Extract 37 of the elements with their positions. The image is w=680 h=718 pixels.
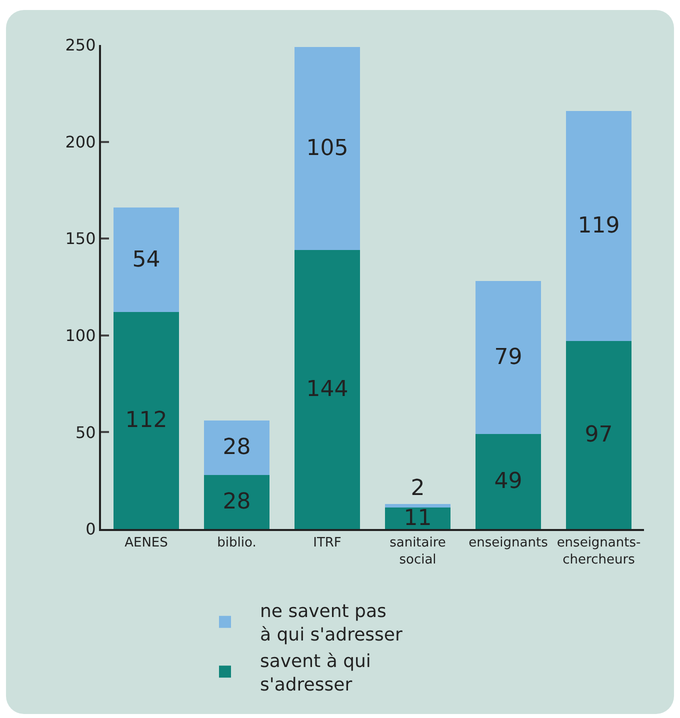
y-tick-label: 250 <box>65 36 96 55</box>
x-tick-label: enseignants <box>468 536 548 551</box>
data-label: 144 <box>306 377 348 402</box>
x-tick-label: biblio. <box>217 536 256 551</box>
data-label: 49 <box>494 469 522 494</box>
data-label: 105 <box>306 136 348 162</box>
x-tick-label: sanitaire social <box>390 536 446 568</box>
data-label: 28 <box>222 489 251 514</box>
y-tick-label: 100 <box>65 326 96 345</box>
data-label: 11 <box>404 506 432 531</box>
bar <box>476 281 541 434</box>
bar <box>385 508 450 529</box>
data-label: 119 <box>578 214 620 239</box>
data-label: 2 <box>410 476 425 501</box>
y-tick-label: 150 <box>65 229 96 248</box>
bar <box>114 208 179 312</box>
bar <box>476 434 541 529</box>
bar <box>566 110 632 342</box>
y-tick-label: 50 <box>75 422 96 442</box>
data-label: 79 <box>494 345 522 370</box>
bar <box>204 474 270 529</box>
y-tick-label: 200 <box>65 132 96 152</box>
y-tick-label: 0 <box>86 520 96 539</box>
bar <box>385 504 450 508</box>
data-label: 97 <box>584 422 613 448</box>
data-label: 28 <box>222 435 251 460</box>
bar <box>294 46 360 250</box>
legend-label: savent à qui s'adresser <box>260 650 371 696</box>
x-tick-label: enseignants- chercheurs <box>556 536 641 568</box>
data-label: 112 <box>125 408 168 434</box>
x-tick-label: AENES <box>124 536 168 551</box>
bar <box>294 250 360 529</box>
bar <box>114 312 179 529</box>
bar <box>204 420 270 475</box>
data-label: 54 <box>132 247 160 272</box>
bar <box>566 341 632 529</box>
x-tick-label: ITRF <box>313 536 342 551</box>
